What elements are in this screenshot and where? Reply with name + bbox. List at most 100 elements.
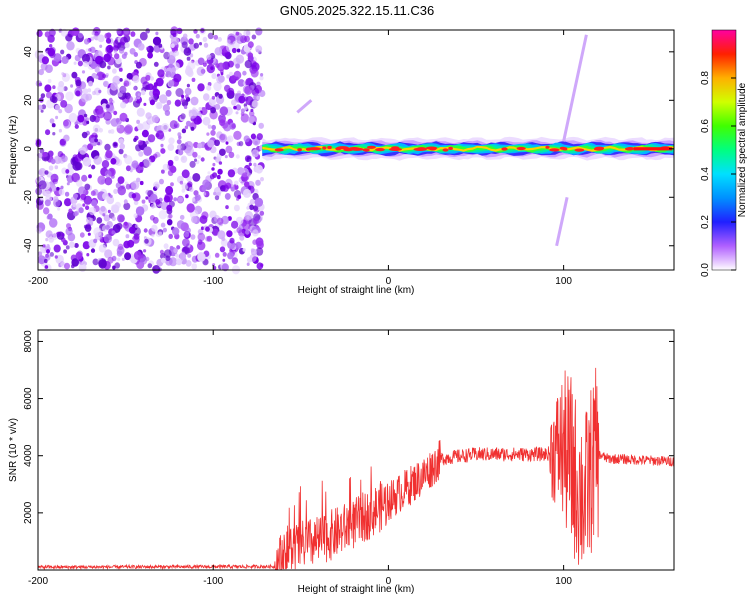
noise-dot — [214, 195, 220, 201]
noise-dot — [239, 235, 245, 241]
noise-dot — [201, 186, 207, 192]
noise-dot — [137, 93, 141, 97]
signal-hotspot — [624, 147, 634, 151]
noise-dot — [131, 193, 137, 199]
noise-dot — [160, 257, 166, 264]
noise-dot — [174, 155, 179, 162]
signal-hotspot — [442, 148, 449, 152]
noise-dot — [231, 123, 236, 129]
noise-dot — [242, 248, 246, 252]
noise-dot — [139, 161, 144, 167]
noise-dot — [235, 63, 241, 69]
signal-hotspot — [327, 145, 332, 150]
noise-dot — [203, 93, 210, 101]
noise-dot — [141, 199, 146, 204]
noise-dot — [136, 107, 145, 117]
noise-dot — [108, 97, 113, 103]
noise-dot — [54, 104, 61, 111]
noise-dot — [145, 140, 149, 145]
noise-dot — [244, 60, 252, 69]
noise-dot — [230, 186, 235, 192]
noise-dot — [184, 87, 192, 96]
noise-dot — [197, 83, 205, 92]
noise-dot — [187, 60, 196, 70]
noise-dot — [126, 72, 133, 80]
noise-dot — [119, 78, 123, 82]
noise-dot — [243, 135, 250, 143]
noise-dot — [60, 185, 64, 190]
noise-dot — [244, 106, 248, 110]
noise-dot — [190, 234, 196, 240]
snr-plot: -200 -100 0 100 2000 4000 6000 8000 Height of … — [8, 329, 675, 595]
noise-dot — [207, 171, 211, 175]
noise-dot — [153, 61, 159, 67]
noise-dot — [228, 151, 235, 159]
spectral-streak — [296, 99, 313, 114]
noise-dot — [255, 247, 264, 256]
noise-dot — [159, 249, 164, 255]
noise-dot — [35, 187, 43, 196]
noise-dot — [229, 237, 235, 244]
noise-dot — [246, 206, 250, 210]
noise-dot — [233, 230, 237, 234]
noise-dot — [202, 179, 210, 188]
noise-dot — [179, 180, 184, 185]
noise-dot — [169, 120, 178, 130]
noise-dot — [105, 150, 113, 159]
noise-dot — [60, 100, 68, 108]
noise-dot — [123, 28, 130, 35]
noise-dot — [124, 51, 128, 56]
noise-dot — [236, 48, 241, 53]
noise-dot — [95, 75, 99, 80]
noise-dot — [123, 202, 131, 211]
noise-dot — [82, 203, 86, 207]
noise-dot — [71, 258, 79, 267]
noise-dot — [116, 28, 122, 35]
noise-dot — [91, 31, 95, 35]
noise-dot — [137, 139, 144, 146]
noise-dot — [246, 155, 252, 161]
noise-dot — [188, 38, 194, 45]
noise-dot — [48, 165, 54, 171]
noise-dot — [71, 71, 78, 79]
noise-dot — [106, 104, 110, 109]
noise-dot — [88, 80, 93, 87]
noise-dot — [78, 186, 87, 196]
noise-dot — [117, 185, 126, 196]
noise-dot — [105, 224, 110, 230]
noise-dot — [170, 182, 174, 187]
noise-dot — [260, 73, 264, 77]
noise-dot — [61, 233, 65, 237]
noise-dot — [146, 46, 150, 51]
noise-dot — [122, 221, 129, 229]
noise-dot — [246, 257, 252, 263]
noise-dot — [114, 53, 120, 60]
noise-dot — [38, 82, 43, 87]
noise-dot — [101, 160, 110, 169]
snr-y-label: SNR (10 * v/v) — [8, 418, 19, 482]
noise-dot — [38, 180, 47, 190]
noise-dot — [68, 112, 78, 123]
noise-dot — [107, 256, 114, 264]
noise-dot — [173, 73, 182, 83]
noise-dot — [217, 37, 222, 42]
y-tick-label: 6000 — [23, 387, 34, 410]
noise-dot — [174, 99, 182, 107]
noise-dot — [151, 233, 155, 238]
noise-dot — [113, 188, 118, 194]
noise-dot — [37, 255, 46, 265]
noise-dot — [183, 47, 192, 56]
noise-dot — [92, 124, 101, 133]
noise-dot — [217, 62, 225, 72]
noise-dot — [160, 143, 164, 148]
noise-dot — [167, 143, 175, 151]
noise-dot — [65, 245, 70, 250]
noise-dot — [94, 66, 100, 73]
noise-dot — [103, 80, 109, 88]
noise-dot — [163, 249, 172, 258]
noise-dot — [214, 103, 221, 110]
colorbar-gradient — [711, 29, 737, 271]
noise-dot — [93, 227, 102, 237]
